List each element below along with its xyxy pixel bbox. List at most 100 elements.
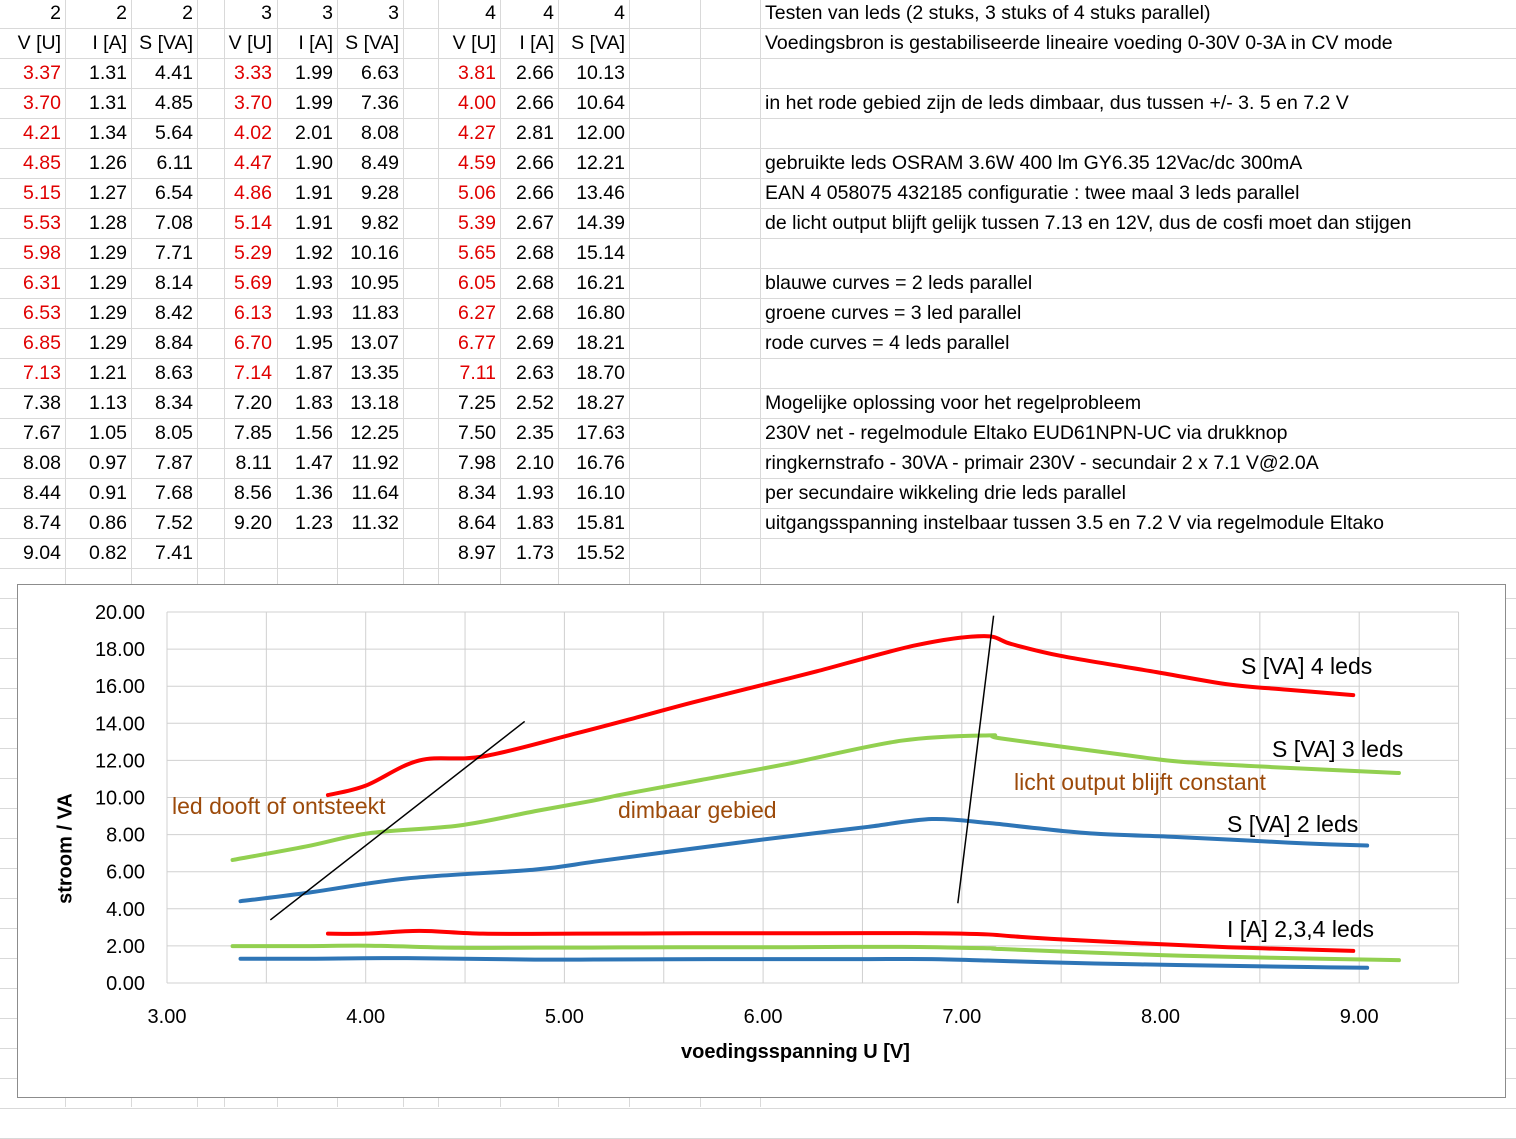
data-cell[interactable]: 0.86: [89, 512, 127, 534]
data-cell[interactable]: 2.63: [516, 362, 554, 384]
data-cell[interactable]: 1.95: [295, 332, 333, 354]
data-cell[interactable]: 10.95: [350, 272, 399, 294]
data-cell[interactable]: 7.08: [155, 212, 193, 234]
data-cell[interactable]: 11.92: [351, 452, 399, 474]
data-cell[interactable]: 6.11: [156, 152, 193, 174]
column-header-cell[interactable]: S [VA]: [345, 32, 399, 54]
data-cell[interactable]: 1.31: [89, 62, 127, 84]
data-cell[interactable]: 17.63: [576, 422, 625, 444]
data-cell[interactable]: 11.64: [351, 482, 399, 504]
data-cell[interactable]: 7.25: [458, 392, 496, 414]
data-cell[interactable]: 3.70: [23, 92, 61, 114]
data-cell[interactable]: 9.20: [234, 512, 272, 534]
note-cell[interactable]: per secundaire wikkeling drie leds paral…: [765, 482, 1126, 504]
data-cell[interactable]: 4.59: [458, 152, 496, 174]
data-cell[interactable]: 1.29: [89, 272, 127, 294]
data-cell[interactable]: 1.90: [295, 152, 333, 174]
column-header-cell[interactable]: S [VA]: [571, 32, 625, 54]
data-cell[interactable]: 5.69: [234, 272, 272, 294]
data-cell[interactable]: 6.70: [234, 332, 272, 354]
data-cell[interactable]: 7.85: [234, 422, 272, 444]
data-cell[interactable]: 3.70: [234, 92, 272, 114]
data-cell[interactable]: 1.05: [89, 422, 127, 444]
data-cell[interactable]: 1.99: [295, 92, 333, 114]
data-cell[interactable]: 7.50: [458, 422, 496, 444]
data-cell[interactable]: 5.06: [458, 182, 496, 204]
column-header-cell[interactable]: V [U]: [228, 32, 272, 54]
data-cell[interactable]: 8.08: [361, 122, 399, 144]
data-cell[interactable]: 13.18: [350, 392, 399, 414]
data-cell[interactable]: 7.11: [459, 362, 496, 384]
data-cell[interactable]: 7.13: [23, 362, 61, 384]
data-cell[interactable]: 1.93: [295, 272, 333, 294]
data-cell[interactable]: 2.01: [295, 122, 333, 144]
group-count-cell[interactable]: 4: [543, 2, 554, 24]
note-cell[interactable]: de licht output blijft gelijk tussen 7.1…: [765, 212, 1412, 234]
data-cell[interactable]: 6.53: [23, 302, 61, 324]
data-cell[interactable]: 5.65: [458, 242, 496, 264]
data-cell[interactable]: 18.21: [576, 332, 625, 354]
data-cell[interactable]: 7.38: [23, 392, 61, 414]
group-count-cell[interactable]: 2: [50, 2, 61, 24]
data-cell[interactable]: 13.35: [350, 362, 399, 384]
chart[interactable]: 3.00 4.00 5.00 6.00 7.00 8.00 9.00 0.00 2.00 4.00…: [17, 584, 1506, 1098]
data-cell[interactable]: 8.08: [23, 452, 61, 474]
data-cell[interactable]: 2.66: [516, 62, 554, 84]
data-cell[interactable]: 4.85: [23, 152, 61, 174]
data-cell[interactable]: 8.74: [23, 512, 61, 534]
data-cell[interactable]: 5.15: [23, 182, 61, 204]
note-cell[interactable]: gebruikte leds OSRAM 3.6W 400 lm GY6.35 …: [765, 152, 1303, 174]
data-cell[interactable]: 1.93: [295, 302, 333, 324]
data-cell[interactable]: 1.83: [295, 392, 333, 414]
data-cell[interactable]: 1.92: [295, 242, 333, 264]
group-count-cell[interactable]: 3: [322, 2, 333, 24]
data-cell[interactable]: 8.05: [155, 422, 193, 444]
data-cell[interactable]: 1.93: [516, 482, 554, 504]
data-cell[interactable]: 11.83: [351, 302, 399, 324]
data-cell[interactable]: 5.14: [234, 212, 272, 234]
data-cell[interactable]: 9.04: [23, 542, 61, 564]
note-cell[interactable]: rode curves = 4 leds parallel: [765, 332, 1010, 354]
data-cell[interactable]: 6.85: [23, 332, 61, 354]
data-cell[interactable]: 2.66: [516, 152, 554, 174]
data-cell[interactable]: 7.41: [155, 542, 193, 564]
data-cell[interactable]: 7.52: [155, 512, 193, 534]
data-cell[interactable]: 5.29: [234, 242, 272, 264]
data-cell[interactable]: 5.39: [458, 212, 496, 234]
data-cell[interactable]: 2.10: [516, 452, 554, 474]
data-cell[interactable]: 1.47: [295, 452, 333, 474]
data-cell[interactable]: 7.71: [155, 242, 193, 264]
data-cell[interactable]: 12.21: [576, 152, 625, 174]
data-cell[interactable]: 4.47: [234, 152, 272, 174]
data-cell[interactable]: 7.36: [361, 92, 399, 114]
group-count-cell[interactable]: 2: [182, 2, 193, 24]
data-cell[interactable]: 1.99: [295, 62, 333, 84]
data-cell[interactable]: 16.80: [576, 302, 625, 324]
note-cell[interactable]: blauwe curves = 2 leds parallel: [765, 272, 1033, 294]
data-cell[interactable]: 0.91: [89, 482, 127, 504]
data-cell[interactable]: 2.66: [516, 182, 554, 204]
data-cell[interactable]: 3.81: [458, 62, 496, 84]
data-cell[interactable]: 10.64: [576, 92, 625, 114]
data-cell[interactable]: 6.13: [234, 302, 272, 324]
note-cell[interactable]: Voedingsbron is gestabiliseerde lineaire…: [765, 32, 1393, 54]
data-cell[interactable]: 1.29: [89, 332, 127, 354]
data-cell[interactable]: 4.00: [458, 92, 496, 114]
data-cell[interactable]: 16.21: [576, 272, 625, 294]
data-cell[interactable]: 5.98: [23, 242, 61, 264]
data-cell[interactable]: 18.27: [576, 392, 625, 414]
data-cell[interactable]: 7.67: [23, 422, 61, 444]
data-cell[interactable]: 11.32: [351, 512, 399, 534]
column-header-cell[interactable]: V [U]: [17, 32, 61, 54]
data-cell[interactable]: 4.86: [234, 182, 272, 204]
note-cell[interactable]: groene curves = 3 led parallel: [765, 302, 1022, 324]
data-cell[interactable]: 1.23: [295, 512, 333, 534]
data-cell[interactable]: 1.21: [89, 362, 127, 384]
data-cell[interactable]: 15.81: [576, 512, 625, 534]
column-header-cell[interactable]: I [A]: [298, 32, 333, 54]
data-cell[interactable]: 6.63: [361, 62, 399, 84]
data-cell[interactable]: 1.73: [516, 542, 554, 564]
data-cell[interactable]: [319, 538, 399, 568]
note-cell[interactable]: in het rode gebied zijn de leds dimbaar,…: [765, 92, 1349, 114]
data-cell[interactable]: 2.52: [516, 392, 554, 414]
